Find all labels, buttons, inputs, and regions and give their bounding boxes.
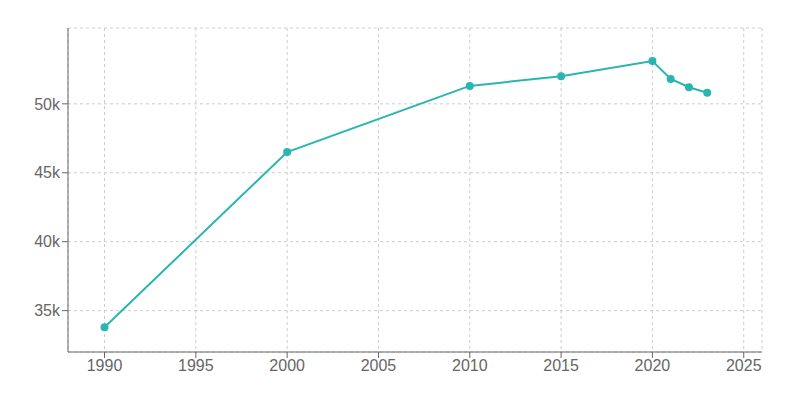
svg-text:40k: 40k [34,233,61,250]
svg-text:2025: 2025 [726,357,762,374]
svg-text:2005: 2005 [361,357,397,374]
svg-text:2020: 2020 [635,357,671,374]
svg-text:35k: 35k [34,302,61,319]
svg-text:50k: 50k [34,96,61,113]
svg-text:45k: 45k [34,164,61,181]
svg-text:2000: 2000 [269,357,305,374]
svg-text:1995: 1995 [178,357,214,374]
svg-text:1990: 1990 [87,357,123,374]
svg-text:2015: 2015 [543,357,579,374]
svg-text:2010: 2010 [452,357,488,374]
